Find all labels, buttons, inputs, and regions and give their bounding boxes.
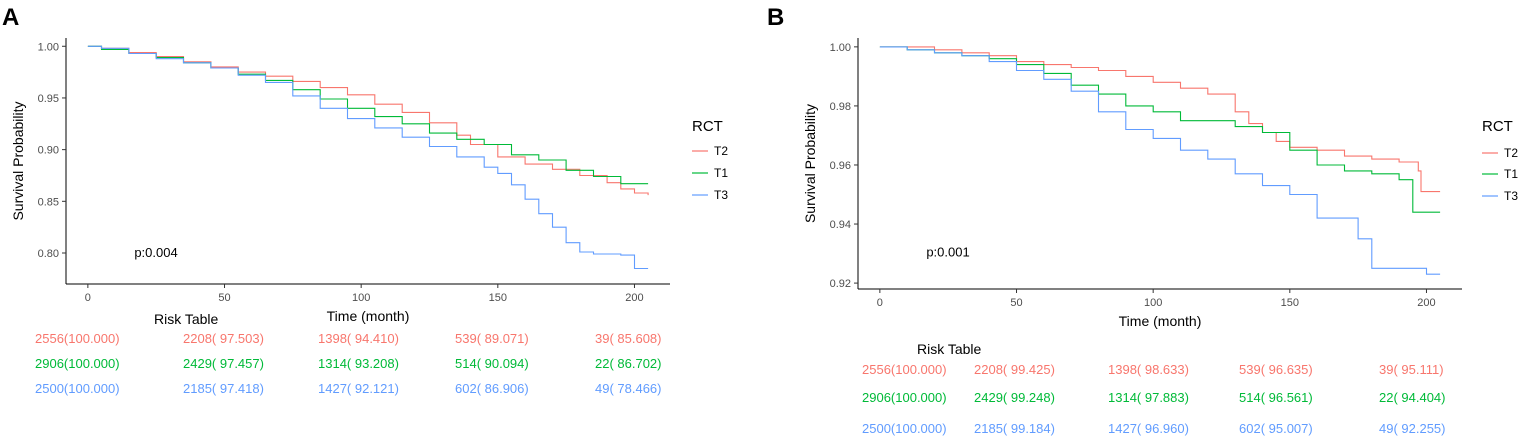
y-axis-title: Survival Probability: [10, 101, 26, 220]
panel-label: A: [2, 4, 20, 31]
legend-label: T2: [1504, 146, 1518, 160]
risk-table-cell: 2556(100.000): [35, 331, 120, 346]
legend-label: T2: [714, 144, 728, 158]
km-chart-a: 0.80 0.85 0.90 0.95 1.00 0 50 100 150 200 Time (mo…: [10, 38, 728, 396]
risk-table-cell: 2500(100.000): [35, 381, 120, 396]
survival-curve-t1: [87, 45, 649, 185]
legend-label: T3: [714, 188, 728, 202]
risk-table-cell: 1398( 94.410): [318, 331, 399, 346]
risk-table-cell: 1427( 92.121): [318, 381, 399, 396]
risk-table-cell: 49( 92.255): [1379, 421, 1446, 436]
survival-curve-t2: [879, 46, 1441, 193]
panel-label: B: [767, 4, 785, 31]
y-tick-label: 0.90: [38, 145, 59, 157]
x-tick-label: 50: [218, 292, 230, 304]
panel-b: B 0.92 0.94 0.96 0.98 1.00 0 50 100 150 200 Time (…: [767, 0, 1535, 444]
survival-curve-t3: [87, 45, 649, 270]
y-tick-label: 0.94: [830, 219, 851, 231]
legend-label: T3: [1504, 189, 1518, 203]
risk-table-cell: 2185( 97.418): [183, 381, 264, 396]
y-tick-label: 0.92: [830, 278, 851, 290]
x-tick-label: 150: [1281, 297, 1299, 309]
risk-table-cell: 539( 89.071): [455, 331, 529, 346]
legend-label: T1: [1504, 167, 1518, 181]
p-value-label: p:0.004: [134, 245, 177, 260]
risk-table-cell: 2906(100.000): [35, 356, 120, 371]
panel-a: A 0.80 0.85 0.90 0.95 1.00 0 50 100 150 200 Time (…: [2, 4, 728, 396]
risk-table-cell: 2208( 99.425): [974, 362, 1055, 377]
x-axis-title: Time (month): [1119, 313, 1202, 329]
risk-table-cell: 2429( 99.248): [974, 390, 1055, 405]
x-tick-label: 100: [352, 292, 370, 304]
y-tick-label: 0.98: [830, 101, 851, 113]
risk-table-cell: 602( 86.906): [455, 381, 529, 396]
risk-table-cell: 1314( 93.208): [318, 356, 399, 371]
risk-table-cell: 1427( 96.960): [1108, 421, 1189, 436]
km-chart-b: 0.92 0.94 0.96 0.98 1.00 0 50 100 150 200 Time (mo…: [802, 38, 1518, 436]
risk-table-cell: 2906(100.000): [862, 390, 947, 405]
x-tick-label: 50: [1010, 297, 1022, 309]
risk-table-cell: 2185( 99.184): [974, 421, 1055, 436]
risk-table-cell: 2208( 97.503): [183, 331, 264, 346]
risk-table-cell: 1314( 97.883): [1108, 390, 1189, 405]
survival-curve-t2: [87, 45, 649, 196]
x-tick-label: 150: [489, 292, 507, 304]
risk-table-cell: 49( 78.466): [595, 381, 662, 396]
x-tick-label: 100: [1144, 297, 1162, 309]
y-tick-label: 0.95: [38, 93, 59, 105]
legend-title: RCT: [692, 118, 723, 135]
risk-table-cell: 39( 95.111): [1379, 362, 1444, 377]
p-value-label: p:0.001: [926, 245, 969, 260]
y-axis-title: Survival Probability: [802, 104, 818, 223]
risk-table-cell: 22( 86.702): [595, 356, 662, 371]
risk-table-cell: 514( 96.561): [1239, 390, 1313, 405]
x-tick-label: 0: [85, 292, 91, 304]
survival-curve-t3: [879, 46, 1441, 275]
risk-table-cell: 39( 85.608): [595, 331, 662, 346]
risk-table-cell: 602( 95.007): [1239, 421, 1313, 436]
risk-table-cell: 539( 96.635): [1239, 362, 1313, 377]
y-tick-label: 0.96: [830, 160, 851, 172]
risk-table-title: Risk Table: [917, 341, 982, 357]
risk-table-cell: 1398( 98.633): [1108, 362, 1189, 377]
x-tick-label: 200: [1417, 297, 1435, 309]
risk-table-cell: 2500(100.000): [862, 421, 947, 436]
risk-table-title: Risk Table: [154, 311, 219, 327]
x-tick-label: 200: [625, 292, 643, 304]
y-tick-label: 1.00: [830, 42, 851, 54]
risk-table-cell: 514( 90.094): [455, 356, 529, 371]
x-tick-label: 0: [877, 297, 883, 309]
legend-label: T1: [714, 166, 728, 180]
y-tick-label: 0.85: [38, 196, 59, 208]
risk-table-cell: 22( 94.404): [1379, 390, 1446, 405]
x-axis-title: Time (month): [327, 308, 410, 324]
risk-table-cell: 2556(100.000): [862, 362, 947, 377]
survival-curve-t1: [879, 46, 1441, 213]
y-tick-label: 0.80: [38, 248, 59, 260]
y-tick-label: 1.00: [38, 41, 59, 53]
risk-table-cell: 2429( 97.457): [183, 356, 264, 371]
legend-title: RCT: [1482, 118, 1513, 135]
